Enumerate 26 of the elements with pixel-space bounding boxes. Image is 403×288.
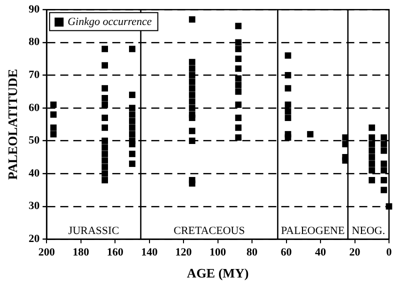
x-tick-label: 200	[38, 246, 56, 259]
annotation: JURASSIC	[68, 225, 120, 238]
x-tick-label: 20	[349, 246, 361, 259]
x-tick-label: 140	[141, 246, 158, 259]
x-tick-label: 80	[246, 246, 258, 259]
x-tick-label: 120	[175, 246, 192, 259]
y-axis-title: PALEOLATITUDE	[5, 69, 20, 180]
x-tick-label: 60	[280, 246, 292, 259]
annotation: PALEOGENE	[280, 225, 345, 238]
y-tick-label: 30	[28, 200, 40, 212]
x-tick-label: 180	[72, 246, 90, 259]
y-tick-label: 80	[28, 36, 40, 48]
y-tick-label: 40	[28, 167, 40, 180]
y-tick-label: 70	[28, 69, 40, 82]
y-tick-label: 60	[28, 102, 40, 114]
y-tick-label: 20	[28, 233, 40, 246]
y-tick-label: 50	[28, 134, 40, 147]
x-tick-label: 0	[386, 246, 392, 259]
x-tick-label: 100	[210, 246, 227, 259]
legend-label: Ginkgo occurrence	[68, 16, 152, 28]
x-tick-label: 40	[315, 246, 327, 259]
annotation: NEOG.	[352, 225, 386, 238]
annotation: CRETACEOUS	[174, 225, 245, 238]
y-tick-label: 90	[28, 3, 40, 16]
x-axis-title: AGE (MY)	[186, 266, 249, 281]
x-tick-label: 160	[106, 246, 124, 259]
